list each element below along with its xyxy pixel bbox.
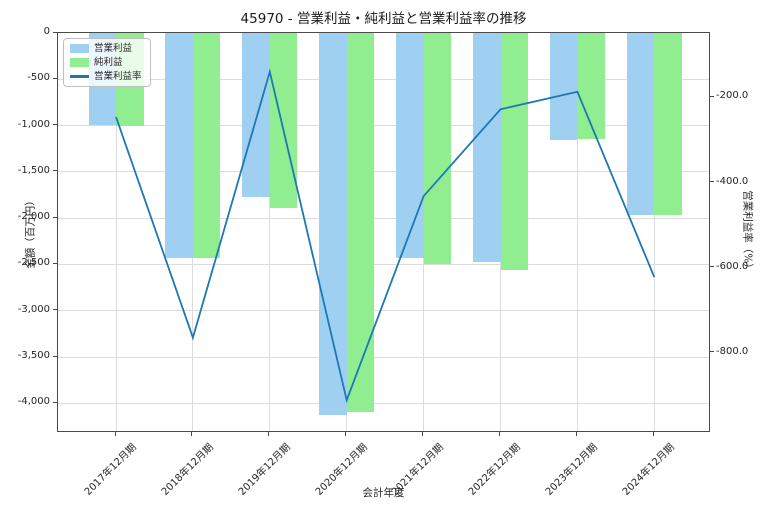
- y-tick-label-left: 0: [43, 26, 50, 37]
- gridline-horizontal: [58, 171, 709, 173]
- y-tick-label-left: -4,000: [17, 396, 50, 408]
- tick-mark-bottom: [422, 432, 424, 436]
- y-tick-label-right: -200.0: [716, 90, 749, 102]
- tick-mark-bottom: [345, 432, 347, 436]
- legend-item: 営業利益率: [70, 71, 142, 82]
- y-tick-label-right: -400.0: [716, 175, 749, 187]
- tick-mark-left: [53, 77, 57, 79]
- y-tick-label-left: -3,000: [17, 303, 50, 315]
- gridline-vertical: [115, 33, 117, 431]
- bar-純利益: [423, 33, 452, 264]
- tick-mark-left: [53, 170, 57, 172]
- bar-純利益: [500, 33, 528, 270]
- tick-mark-bottom: [499, 432, 500, 436]
- gridline-horizontal: [58, 263, 709, 265]
- bar-純利益: [346, 33, 375, 412]
- bar-営業利益: [473, 33, 501, 262]
- y-tick-label-left: -2,500: [17, 257, 50, 269]
- bar-営業利益: [549, 33, 578, 140]
- gridline-horizontal: [58, 310, 709, 312]
- y-tick-label-right: -800.0: [716, 345, 749, 357]
- legend-label: 営業利益率: [94, 71, 142, 82]
- gridline-vertical: [576, 33, 578, 431]
- tick-mark-left: [53, 262, 57, 264]
- tick-mark-left: [53, 401, 57, 403]
- tick-mark-right: [710, 351, 714, 353]
- y-tick-label-left: -1,500: [17, 164, 50, 176]
- bar-純利益: [192, 33, 221, 258]
- tick-mark-right: [710, 266, 714, 268]
- gridline-horizontal: [58, 402, 709, 404]
- bar-営業利益: [319, 33, 347, 415]
- gridline-horizontal: [58, 125, 709, 127]
- bar-営業利益: [165, 33, 193, 258]
- tick-mark-left: [53, 216, 57, 218]
- legend-item: 純利益: [70, 57, 142, 68]
- gridline-horizontal: [58, 356, 709, 358]
- gridline-horizontal: [58, 217, 709, 219]
- bar-営業利益: [242, 33, 270, 197]
- legend-swatch-icon: [70, 58, 89, 67]
- x-axis-label: 会計年度: [362, 487, 405, 499]
- legend: 営業利益純利益営業利益率: [63, 38, 151, 87]
- tick-mark-left: [53, 309, 57, 311]
- tick-mark-bottom: [652, 432, 654, 436]
- bar-純利益: [654, 33, 682, 215]
- y-tick-label-left: -1,000: [17, 118, 50, 130]
- legend-label: 営業利益: [94, 43, 133, 54]
- bar-純利益: [577, 33, 605, 139]
- gridline-vertical: [269, 33, 271, 431]
- legend-label: 純利益: [94, 57, 123, 68]
- legend-swatch-icon: [70, 44, 89, 53]
- bar-営業利益: [626, 33, 655, 215]
- tick-mark-bottom: [114, 432, 116, 436]
- profit-margin-line: [115, 68, 656, 404]
- y-tick-label-left: -3,500: [17, 350, 50, 362]
- tick-mark-bottom: [268, 432, 270, 436]
- gridline-vertical: [653, 33, 655, 431]
- legend-line-icon: [70, 75, 89, 78]
- y-tick-label-left: -500: [27, 72, 50, 84]
- tick-mark-bottom: [575, 432, 577, 436]
- chart-title: 45970 - 営業利益・純利益と営業利益率の推移: [240, 11, 527, 27]
- plot-area: [57, 32, 710, 432]
- tick-mark-right: [710, 95, 714, 97]
- y-tick-label-left: -2,000: [17, 211, 50, 223]
- legend-item: 営業利益: [70, 43, 142, 54]
- gridline-horizontal: [58, 78, 709, 80]
- y-tick-label-right: -600.0: [716, 260, 749, 272]
- tick-mark-left: [53, 31, 57, 33]
- tick-mark-right: [710, 181, 714, 183]
- tick-mark-bottom: [191, 432, 193, 436]
- tick-mark-left: [53, 355, 57, 357]
- bar-営業利益: [396, 33, 424, 258]
- bar-純利益: [269, 33, 298, 208]
- tick-mark-left: [53, 124, 57, 126]
